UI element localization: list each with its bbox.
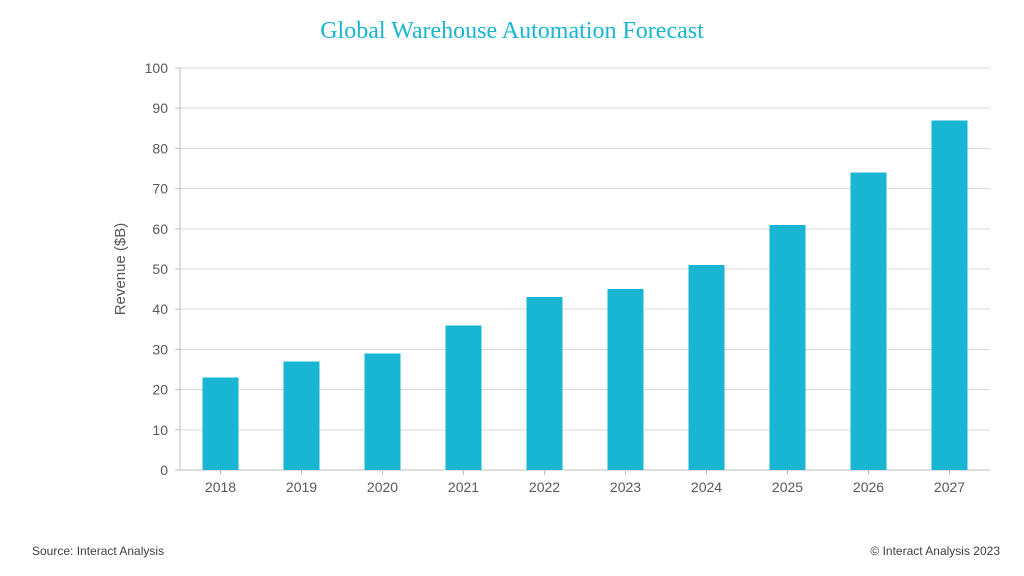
y-tick-label: 50 bbox=[152, 261, 168, 277]
bar bbox=[202, 378, 238, 470]
bar bbox=[607, 289, 643, 470]
copyright-label: © Interact Analysis 2023 bbox=[870, 544, 1000, 558]
x-tick-label: 2019 bbox=[286, 479, 317, 495]
y-tick-label: 20 bbox=[152, 382, 168, 398]
bar bbox=[769, 225, 805, 470]
y-tick-label: 30 bbox=[152, 341, 168, 357]
x-tick-label: 2024 bbox=[691, 479, 722, 495]
x-tick-label: 2027 bbox=[934, 479, 965, 495]
bar bbox=[688, 265, 724, 470]
x-tick-label: 2022 bbox=[529, 479, 560, 495]
bar bbox=[283, 361, 319, 470]
source-label: Source: Interact Analysis bbox=[32, 544, 164, 558]
x-tick-label: 2021 bbox=[448, 479, 479, 495]
y-tick-label: 10 bbox=[152, 422, 168, 438]
x-tick-label: 2025 bbox=[772, 479, 803, 495]
x-tick-label: 2023 bbox=[610, 479, 641, 495]
chart-title: Global Warehouse Automation Forecast bbox=[0, 18, 1024, 45]
bar bbox=[364, 353, 400, 470]
y-tick-label: 40 bbox=[152, 301, 168, 317]
y-tick-label: 0 bbox=[160, 462, 168, 478]
y-tick-label: 80 bbox=[152, 140, 168, 156]
chart-container: Global Warehouse Automation Forecast 0 10… bbox=[0, 0, 1024, 576]
y-tick-label: 70 bbox=[152, 181, 168, 197]
y-tick-label: 90 bbox=[152, 100, 168, 116]
y-tick-label: 60 bbox=[152, 221, 168, 237]
y-axis-label: Revenue ($B) bbox=[112, 223, 129, 316]
bar bbox=[931, 120, 967, 470]
bar bbox=[526, 297, 562, 470]
x-tick-label: 2020 bbox=[367, 479, 398, 495]
chart-svg: 0 10 20 30 40 50 60 70 80 90 100 2018 2019 2020 2021 20… bbox=[0, 0, 1024, 576]
y-tick-label: 100 bbox=[145, 60, 169, 76]
x-tick-label: 2018 bbox=[205, 479, 236, 495]
bar bbox=[850, 173, 886, 470]
bar bbox=[445, 325, 481, 470]
x-tick-label: 2026 bbox=[853, 479, 884, 495]
